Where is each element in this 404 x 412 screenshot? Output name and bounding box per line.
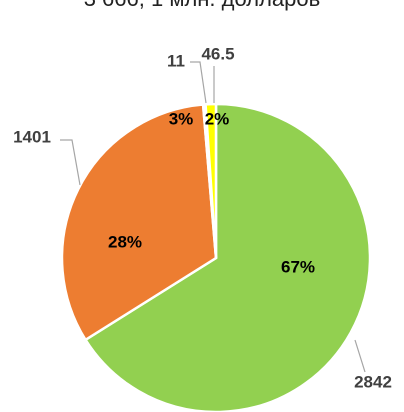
chart-title: 3 666, 1 млн. долларов — [84, 0, 321, 11]
data-label: 2842 — [354, 372, 392, 391]
percent-label: 2% — [205, 109, 230, 128]
pie-slice — [60, 103, 218, 342]
data-label: 1401 — [13, 127, 51, 146]
data-label: 46.5 — [201, 44, 234, 63]
data-label: 11 — [167, 51, 185, 70]
pie-slice — [83, 102, 372, 412]
percent-label: 3% — [169, 109, 194, 128]
leader-line — [60, 139, 81, 186]
percent-label: 67% — [281, 257, 315, 276]
pie-slice — [204, 102, 218, 259]
leader-line — [354, 339, 366, 373]
leader-line — [190, 61, 207, 104]
percent-label: 28% — [108, 232, 142, 251]
